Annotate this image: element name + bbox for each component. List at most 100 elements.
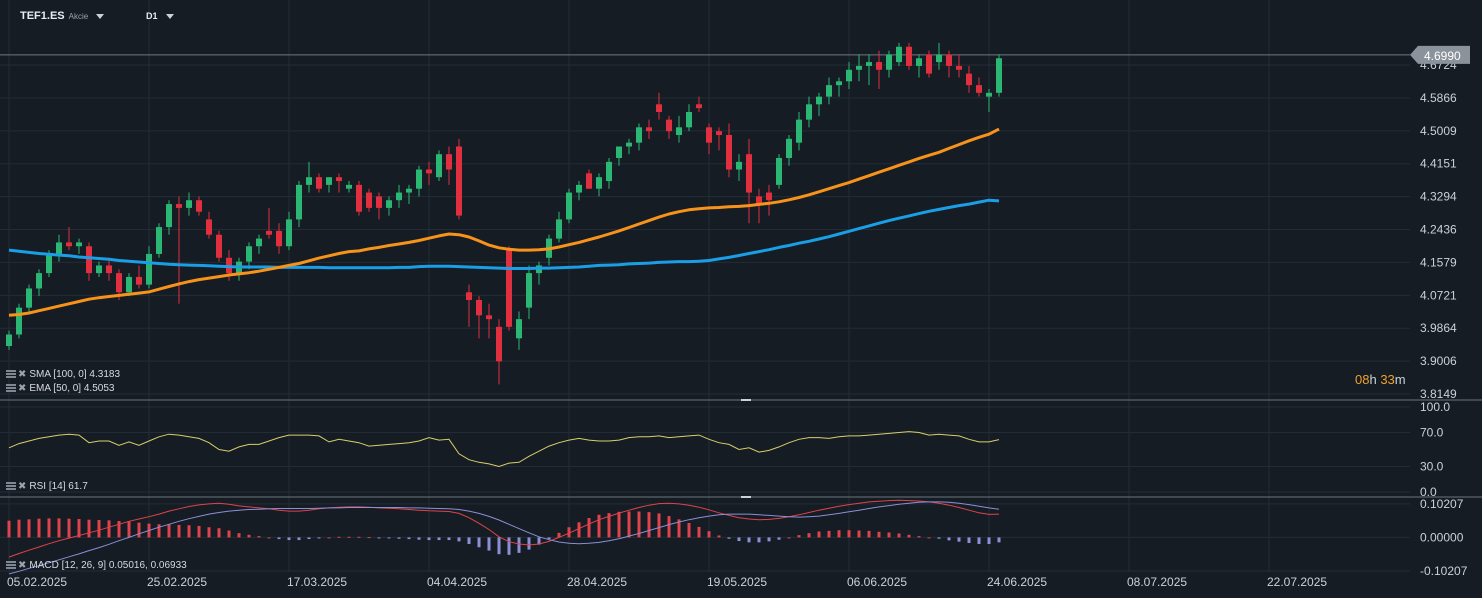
candle-body xyxy=(826,85,832,97)
macd-histogram-bar xyxy=(717,535,721,538)
candle-body xyxy=(846,69,852,82)
candle-body xyxy=(896,46,902,63)
candle-body xyxy=(786,138,792,159)
candle-body xyxy=(776,158,782,185)
ema-legend[interactable]: ✖ EMA [50, 0] 4.5053 xyxy=(6,383,114,394)
macd-histogram-bar xyxy=(857,530,861,538)
macd-histogram-bar xyxy=(497,537,501,555)
rsi-tick-label: 100.0 xyxy=(1420,400,1450,414)
candle-body xyxy=(116,273,122,293)
rsi-tick-label: 70.0 xyxy=(1420,426,1444,440)
sma-line xyxy=(8,198,1000,270)
close-icon[interactable]: ✖ xyxy=(18,481,27,492)
macd-histogram-bar xyxy=(177,524,181,538)
candle-body xyxy=(186,200,192,208)
macd-histogram-bar xyxy=(247,534,251,538)
macd-histogram-bar xyxy=(127,521,131,538)
settings-icon[interactable] xyxy=(6,370,16,379)
candle-body xyxy=(936,54,942,63)
candle-body xyxy=(66,242,72,247)
candle-body xyxy=(886,54,892,70)
macd-histogram-bar xyxy=(617,511,621,538)
macd-histogram-bar xyxy=(827,530,831,538)
macd-histogram-bar xyxy=(667,516,671,538)
pane-resize-handle[interactable] xyxy=(741,399,751,401)
macd-histogram-bar xyxy=(197,525,201,538)
macd-histogram-bar xyxy=(17,519,21,538)
macd-histogram-bar xyxy=(217,528,221,538)
rsi-legend[interactable]: ✖ RSI [14] 61.7 xyxy=(6,481,88,492)
price-tick-label: 3.9006 xyxy=(1420,354,1457,368)
macd-histogram-bar xyxy=(167,524,171,538)
price-tick-label: 4.1579 xyxy=(1420,255,1457,269)
candle-body xyxy=(566,192,572,220)
settings-icon[interactable] xyxy=(6,482,16,491)
candle-body xyxy=(456,146,462,216)
candle-body xyxy=(126,276,132,293)
candle-body xyxy=(506,250,512,327)
candle-body xyxy=(916,58,922,66)
close-icon[interactable]: ✖ xyxy=(18,369,27,380)
macd-legend[interactable]: ✖ MACD [12, 26, 9] 0.05016, 0.06933 xyxy=(6,560,187,571)
close-icon[interactable]: ✖ xyxy=(18,560,27,571)
candle-body xyxy=(16,307,22,335)
candle-body xyxy=(736,161,742,170)
macd-histogram-bar xyxy=(567,527,571,538)
candle-body xyxy=(996,58,1002,93)
candle-body xyxy=(926,54,932,74)
candle-body xyxy=(726,134,732,170)
candle-body xyxy=(806,104,812,120)
close-icon[interactable]: ✖ xyxy=(18,383,27,394)
macd-histogram-bar xyxy=(397,537,401,539)
timer-h-unit: h xyxy=(1369,372,1377,387)
macd-histogram-bar xyxy=(67,518,71,538)
date-tick-label: 19.05.2025 xyxy=(707,575,767,589)
macd-histogram-bar xyxy=(37,518,41,538)
candle-body xyxy=(876,62,882,70)
candle-body xyxy=(326,177,332,185)
macd-histogram-bar xyxy=(97,520,101,538)
macd-histogram-bar xyxy=(527,537,531,550)
macd-histogram-bar xyxy=(457,537,461,542)
last-price-label: 4.6990 xyxy=(1424,49,1461,63)
candle-body xyxy=(266,230,272,235)
candle-body xyxy=(586,173,592,189)
candle-body xyxy=(346,184,352,189)
rsi-line xyxy=(8,431,1000,468)
macd-histogram-bar xyxy=(237,533,241,538)
macd-histogram-bar xyxy=(547,537,551,540)
candle-body xyxy=(416,169,422,189)
symbol-selector[interactable]: TEF1.ES Akcie xyxy=(20,10,105,22)
candle-body xyxy=(836,81,842,86)
macd-histogram-bar xyxy=(757,537,761,543)
candle-body xyxy=(946,54,952,66)
bar-countdown-timer: 08h 33m xyxy=(1355,372,1406,387)
candle-body xyxy=(706,127,712,143)
macd-line xyxy=(8,499,1000,558)
pane-resize-handle[interactable] xyxy=(741,496,751,498)
candle-body xyxy=(446,154,452,170)
macd-histogram-bar xyxy=(837,530,841,538)
candle-body xyxy=(496,326,502,362)
candle-body xyxy=(306,177,312,185)
macd-histogram-bar xyxy=(347,536,351,538)
rsi-tick-label: 0.0 xyxy=(1420,485,1437,499)
sma-legend[interactable]: ✖ SMA [100, 0] 4.3183 xyxy=(6,369,120,380)
macd-histogram-bar xyxy=(517,537,521,553)
candle-body xyxy=(396,192,402,201)
settings-icon[interactable] xyxy=(6,384,16,393)
chevron-down-icon xyxy=(96,13,105,19)
timeframe-selector[interactable]: D1 xyxy=(146,10,174,22)
macd-histogram-bar xyxy=(507,537,511,555)
macd-histogram-bar xyxy=(737,537,741,542)
candle-body xyxy=(26,288,32,308)
candle-body xyxy=(476,299,482,316)
candle-body xyxy=(486,315,492,320)
macd-histogram-bar xyxy=(777,537,781,540)
macd-histogram-bar xyxy=(537,537,541,545)
settings-icon[interactable] xyxy=(6,561,16,570)
candle-body xyxy=(276,230,282,247)
candle-body xyxy=(696,104,702,109)
macd-histogram-bar xyxy=(57,518,61,538)
